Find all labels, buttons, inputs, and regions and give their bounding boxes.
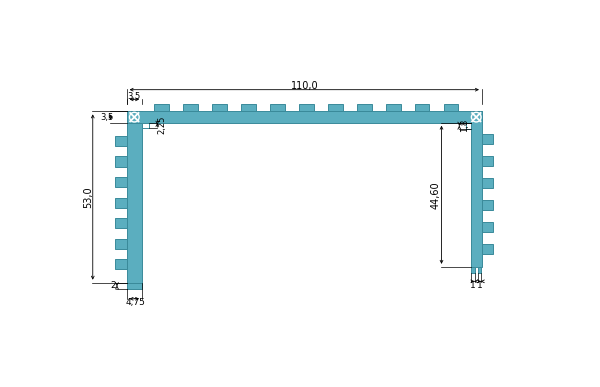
Polygon shape (299, 104, 314, 111)
Text: 4,75: 4,75 (126, 298, 146, 307)
Text: 2: 2 (110, 281, 116, 290)
Polygon shape (482, 178, 493, 188)
Polygon shape (115, 156, 127, 167)
Text: 2,25: 2,25 (158, 116, 167, 134)
Polygon shape (127, 111, 142, 283)
Polygon shape (241, 104, 256, 111)
Polygon shape (482, 200, 493, 210)
Polygon shape (482, 134, 493, 144)
Polygon shape (115, 218, 127, 228)
Text: 1: 1 (476, 281, 482, 290)
Polygon shape (115, 136, 127, 146)
Text: 3,5: 3,5 (128, 92, 141, 101)
Polygon shape (154, 104, 169, 111)
Text: 1: 1 (470, 281, 476, 290)
Polygon shape (386, 104, 401, 111)
Polygon shape (115, 197, 127, 208)
Polygon shape (183, 104, 197, 111)
Polygon shape (127, 283, 142, 289)
Polygon shape (357, 104, 371, 111)
Polygon shape (115, 177, 127, 187)
Polygon shape (482, 156, 493, 166)
Polygon shape (466, 123, 470, 128)
Polygon shape (482, 245, 493, 254)
Text: 1,8: 1,8 (460, 119, 469, 132)
Text: 3,5: 3,5 (100, 113, 113, 122)
Polygon shape (328, 104, 343, 111)
Text: 44,60: 44,60 (431, 181, 440, 209)
Polygon shape (142, 123, 149, 128)
Polygon shape (470, 111, 482, 267)
Polygon shape (115, 239, 127, 249)
Text: 110,0: 110,0 (290, 81, 318, 91)
Polygon shape (478, 267, 481, 273)
Polygon shape (482, 222, 493, 232)
Polygon shape (115, 259, 127, 269)
Polygon shape (212, 104, 227, 111)
Polygon shape (444, 104, 458, 111)
Polygon shape (415, 104, 430, 111)
Polygon shape (472, 267, 475, 273)
Polygon shape (270, 104, 284, 111)
Text: 53,0: 53,0 (83, 186, 93, 208)
Polygon shape (127, 111, 482, 123)
